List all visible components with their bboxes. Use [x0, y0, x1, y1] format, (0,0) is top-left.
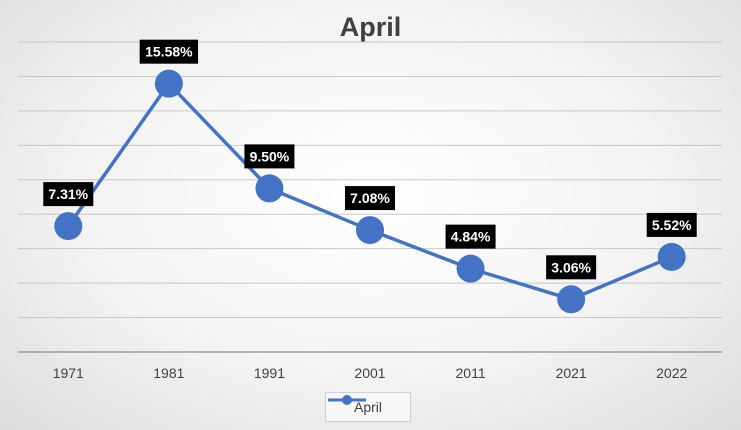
- data-label: 15.58%: [145, 44, 193, 60]
- data-point: [255, 174, 284, 203]
- x-tick-label: 2022: [656, 365, 687, 381]
- data-label-box: [646, 212, 697, 237]
- data-label-box: [43, 182, 94, 207]
- data-label: 7.31%: [48, 186, 88, 202]
- data-point: [557, 285, 586, 314]
- data-label: 5.52%: [652, 217, 692, 233]
- data-label: 3.06%: [551, 259, 591, 275]
- x-tick-label: 2001: [354, 365, 385, 381]
- data-label-box: [546, 255, 597, 280]
- data-point: [456, 254, 485, 283]
- x-tick-label: 2011: [456, 365, 486, 381]
- data-label: 9.50%: [250, 148, 290, 164]
- data-point: [657, 242, 686, 271]
- chart-title: April: [339, 12, 402, 42]
- x-tick-label: 1971: [53, 365, 84, 381]
- data-label: 4.84%: [451, 229, 491, 245]
- x-tick-label: 1981: [153, 365, 184, 381]
- data-label: 7.08%: [350, 190, 390, 206]
- data-label-box: [345, 186, 395, 211]
- data-label-box: [445, 224, 496, 249]
- legend-marker-icon: [328, 395, 366, 405]
- x-tick-label: 2021: [556, 365, 587, 381]
- legend: April: [325, 392, 411, 422]
- data-point: [154, 69, 183, 98]
- x-tick-label: 1991: [254, 365, 285, 381]
- data-point: [356, 216, 384, 245]
- legend-label: April: [353, 399, 382, 415]
- data-label-box: [139, 39, 199, 64]
- data-point: [54, 212, 83, 241]
- data-label-box: [244, 144, 295, 169]
